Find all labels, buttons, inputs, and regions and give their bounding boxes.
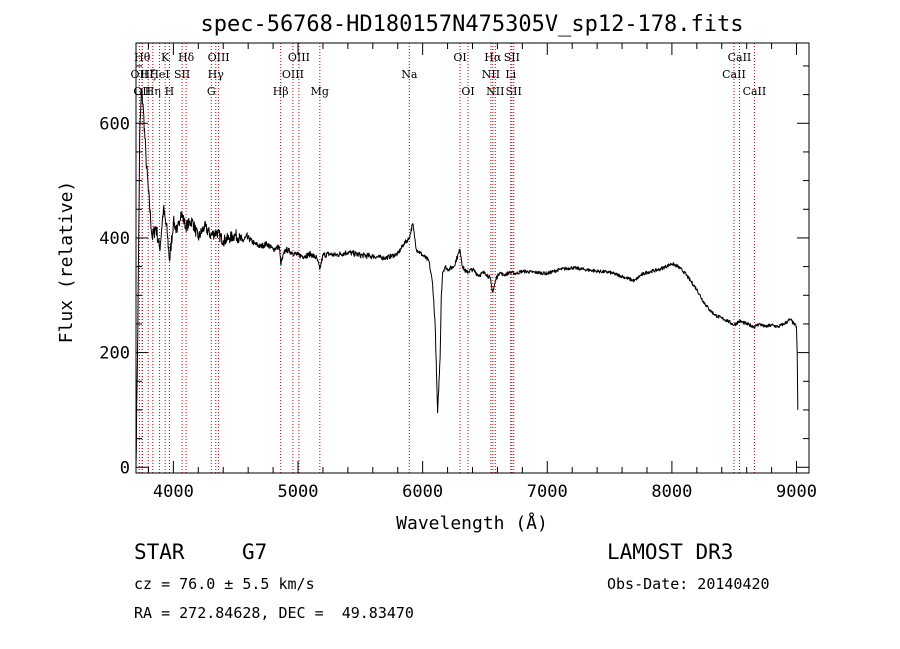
line-label: Li [505, 68, 516, 81]
object-subclass: G7 [242, 540, 268, 564]
plot-frame [135, 42, 810, 474]
x-tick-label: 8000 [651, 482, 692, 502]
emission-line-labels: OIIHθOIIHζHηHeIKHSIIHδGHγOIIIHβOIIIOIIIM… [131, 51, 767, 98]
sky-coordinates: RA = 272.84628, DEC = 49.83470 [134, 604, 414, 622]
line-label: Mg [311, 85, 329, 98]
line-label: Hδ [178, 51, 195, 64]
line-label: Hθ [134, 51, 151, 64]
line-label: Hγ [208, 68, 225, 81]
x-axis-ticks: 4000 5000 6000 7000 8000 9000 [147, 43, 817, 502]
x-axis-label: Wavelength (Å) [396, 512, 548, 534]
line-label: K [161, 51, 170, 64]
chart-title: spec-56768-HD180157N475305V_sp12-178.fit… [200, 12, 743, 37]
line-label: HeI [149, 68, 169, 81]
emission-line-markers [138, 43, 755, 473]
line-label: OI [461, 85, 474, 98]
survey-name: LAMOST DR3 [607, 540, 734, 564]
x-tick-label: 5000 [278, 482, 319, 502]
line-label: SII [506, 85, 522, 98]
line-label: OI [453, 51, 466, 64]
line-label: CaII [722, 68, 746, 81]
y-tick-label: 600 [99, 114, 130, 134]
observation-date: Obs-Date: 20140420 [607, 575, 770, 593]
y-tick-label: 0 [120, 458, 130, 478]
line-label: SII [174, 68, 190, 81]
y-tick-label: 200 [99, 344, 130, 364]
redshift-velocity: cz = 76.0 ± 5.5 km/s [134, 575, 315, 593]
line-label: G [207, 85, 216, 98]
flux-line [135, 88, 799, 468]
x-tick-label: 9000 [776, 482, 817, 502]
line-label: CaII [743, 85, 767, 98]
y-tick-label: 400 [99, 229, 130, 249]
line-label: CaII [728, 51, 752, 64]
line-label: NII [486, 85, 504, 98]
line-label: NII [482, 68, 500, 81]
line-label: OIII [282, 68, 304, 81]
line-label: OIII [288, 51, 310, 64]
line-label: OII [131, 68, 149, 81]
y-axis-ticks: 0 200 400 600 [99, 65, 809, 478]
y-axis-label: Flux (relative) [56, 181, 77, 344]
line-label: SII [504, 51, 520, 64]
line-label: H [165, 85, 175, 98]
flux-series [135, 88, 799, 468]
x-tick-label: 4000 [153, 482, 194, 502]
line-label: Hβ [273, 85, 289, 98]
x-tick-label: 7000 [527, 482, 568, 502]
line-label: OIII [208, 51, 230, 64]
object-class: STAR [134, 540, 185, 564]
line-label: Hζ [140, 68, 156, 81]
line-label: Hη [145, 85, 161, 98]
x-tick-label: 6000 [402, 482, 443, 502]
line-label: Hα [484, 51, 502, 64]
line-label: Na [401, 68, 418, 81]
